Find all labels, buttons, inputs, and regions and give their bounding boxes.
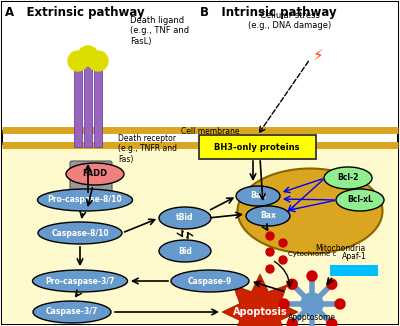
Circle shape [68,51,88,71]
Text: Bcl-xL: Bcl-xL [347,196,373,204]
Ellipse shape [324,167,372,189]
Text: Pro-caspase-8/10: Pro-caspase-8/10 [48,196,122,204]
Text: A   Extrinsic pathway: A Extrinsic pathway [5,6,145,19]
Text: Pro-caspase-3/7: Pro-caspase-3/7 [45,276,115,286]
Ellipse shape [336,189,384,211]
Text: Cellular stress
(e.g., DNA damage): Cellular stress (e.g., DNA damage) [248,11,332,30]
Circle shape [266,265,274,273]
Text: Apaf-1: Apaf-1 [342,252,366,261]
Bar [84,57,92,147]
Circle shape [287,319,297,326]
Text: Bcl-2: Bcl-2 [337,173,359,183]
Bar [94,57,102,147]
Circle shape [266,232,274,240]
Bar [74,57,82,147]
Circle shape [78,46,98,66]
Text: FADD: FADD [82,170,108,179]
Ellipse shape [238,169,382,254]
Bar [2,145,398,324]
Text: Caspase-3/7: Caspase-3/7 [46,307,98,317]
Circle shape [266,248,274,256]
Circle shape [279,299,289,309]
Text: Bax: Bax [260,212,276,220]
Text: Cell membrane: Cell membrane [181,127,239,136]
Ellipse shape [38,222,122,244]
Ellipse shape [38,189,132,211]
Ellipse shape [159,207,211,229]
Polygon shape [222,274,298,326]
Text: Apoptosome: Apoptosome [288,313,336,322]
Text: BH3-only proteins: BH3-only proteins [214,142,300,152]
Circle shape [335,299,345,309]
Circle shape [279,239,287,247]
Ellipse shape [159,240,211,262]
Text: Apoptosis: Apoptosis [233,307,287,317]
Ellipse shape [32,270,128,292]
Text: Caspase-8/10: Caspase-8/10 [51,229,109,238]
FancyBboxPatch shape [70,161,112,197]
Text: Cytochrome c: Cytochrome c [288,251,336,257]
Text: ⚡: ⚡ [313,48,323,63]
Text: tBid: tBid [176,214,194,223]
Circle shape [327,319,337,326]
Text: Death ligand
(e.g., TNF and
FasL): Death ligand (e.g., TNF and FasL) [130,16,189,46]
Ellipse shape [66,163,124,185]
Ellipse shape [33,301,111,323]
Ellipse shape [171,270,249,292]
Bar [330,265,378,276]
Circle shape [88,51,108,71]
Text: Death receptor
(e.g., TNFR and
Fas): Death receptor (e.g., TNFR and Fas) [118,134,177,164]
Bar [2,2,398,130]
Text: Bak: Bak [250,191,266,200]
Text: Mitochondria: Mitochondria [315,244,365,253]
Circle shape [327,279,337,289]
Ellipse shape [236,186,280,206]
Text: Bid: Bid [178,246,192,256]
Text: B   Intrinsic pathway: B Intrinsic pathway [200,6,337,19]
Circle shape [279,256,287,264]
Circle shape [287,279,297,289]
Text: Caspase-9: Caspase-9 [188,276,232,286]
FancyBboxPatch shape [199,135,316,159]
Circle shape [301,293,323,315]
Circle shape [307,271,317,281]
Ellipse shape [246,206,290,226]
